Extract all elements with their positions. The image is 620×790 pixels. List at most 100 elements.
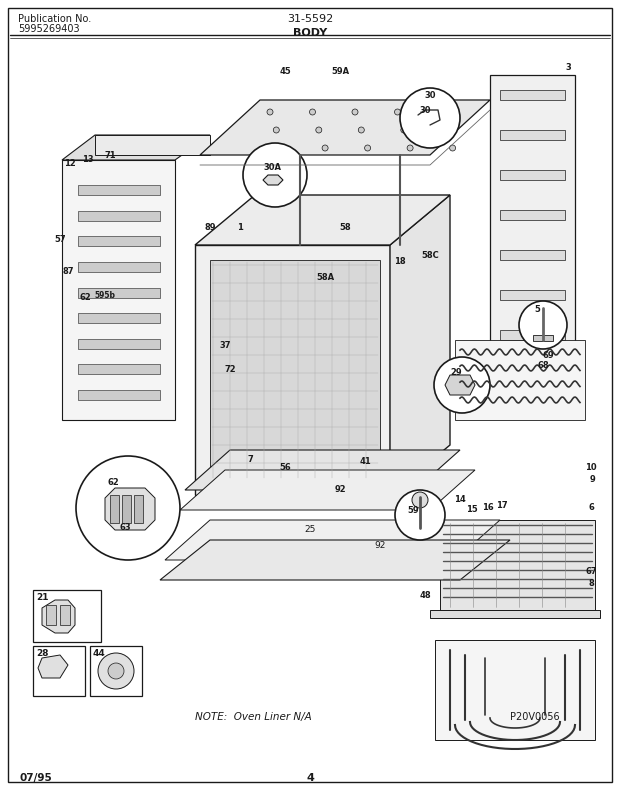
Polygon shape — [210, 260, 380, 480]
Circle shape — [108, 663, 124, 679]
Circle shape — [395, 490, 445, 540]
Bar — [500, 210, 565, 220]
Polygon shape — [180, 470, 475, 510]
Bar — [33, 590, 101, 642]
Polygon shape — [430, 610, 600, 618]
Circle shape — [519, 301, 567, 349]
Bar — [122, 495, 131, 523]
Text: 44: 44 — [93, 649, 106, 658]
Text: 62: 62 — [108, 478, 120, 487]
Polygon shape — [490, 75, 575, 390]
Polygon shape — [455, 340, 585, 420]
Text: 16: 16 — [482, 502, 494, 511]
Polygon shape — [78, 185, 160, 195]
Text: 63: 63 — [119, 523, 131, 532]
Circle shape — [273, 127, 279, 133]
Text: 87: 87 — [62, 268, 74, 276]
Text: 30A: 30A — [263, 163, 281, 172]
Text: 17: 17 — [496, 501, 508, 510]
Polygon shape — [78, 211, 160, 220]
Text: 12: 12 — [64, 159, 76, 167]
Circle shape — [394, 109, 401, 115]
Polygon shape — [95, 135, 210, 155]
Polygon shape — [78, 236, 160, 246]
Circle shape — [98, 653, 134, 689]
Polygon shape — [78, 364, 160, 374]
Polygon shape — [440, 520, 595, 610]
Bar — [134, 495, 143, 523]
Circle shape — [437, 109, 443, 115]
Text: 58C: 58C — [421, 251, 439, 261]
Circle shape — [407, 145, 413, 151]
Text: 92: 92 — [334, 486, 346, 495]
Text: 72: 72 — [224, 366, 236, 374]
Polygon shape — [160, 540, 510, 580]
Circle shape — [400, 88, 460, 148]
Text: 92: 92 — [374, 540, 386, 550]
Text: 1: 1 — [237, 224, 243, 232]
Circle shape — [243, 143, 307, 207]
Text: 6: 6 — [588, 502, 594, 511]
Text: NOTE:  Oven Liner N/A: NOTE: Oven Liner N/A — [195, 712, 312, 722]
Bar — [500, 330, 565, 340]
Text: Publication No.: Publication No. — [18, 14, 91, 24]
Text: 15: 15 — [466, 506, 478, 514]
Circle shape — [267, 109, 273, 115]
Circle shape — [365, 145, 371, 151]
Text: 67: 67 — [585, 567, 597, 577]
Circle shape — [358, 127, 365, 133]
Text: 30: 30 — [424, 91, 436, 100]
Polygon shape — [195, 245, 390, 495]
Polygon shape — [165, 520, 500, 560]
Text: 59A: 59A — [331, 67, 349, 77]
Circle shape — [434, 357, 490, 413]
Text: 5995269403: 5995269403 — [18, 24, 79, 34]
Polygon shape — [42, 600, 75, 633]
Text: 3: 3 — [565, 63, 571, 73]
Text: 07/95: 07/95 — [20, 773, 53, 783]
Polygon shape — [62, 160, 175, 420]
Text: 62: 62 — [79, 294, 91, 303]
Circle shape — [76, 456, 180, 560]
Polygon shape — [78, 339, 160, 348]
Bar — [90, 646, 142, 696]
Polygon shape — [105, 488, 155, 530]
Text: 31-5592: 31-5592 — [287, 14, 333, 24]
Polygon shape — [195, 195, 450, 245]
Text: 30: 30 — [419, 106, 431, 115]
Text: 28: 28 — [36, 649, 48, 658]
Text: 13: 13 — [82, 156, 94, 164]
Polygon shape — [38, 655, 68, 678]
Bar — [33, 646, 85, 696]
Text: BODY: BODY — [293, 28, 327, 38]
Text: 18: 18 — [394, 258, 406, 266]
Polygon shape — [78, 313, 160, 323]
Bar — [500, 90, 565, 100]
Polygon shape — [78, 288, 160, 298]
Text: 25: 25 — [304, 525, 316, 535]
Text: 41: 41 — [359, 457, 371, 467]
Polygon shape — [62, 135, 210, 160]
Polygon shape — [78, 261, 160, 272]
Text: 58A: 58A — [316, 273, 334, 283]
Circle shape — [412, 492, 428, 508]
Bar — [500, 130, 565, 140]
Bar — [60, 605, 70, 625]
Circle shape — [280, 145, 286, 151]
Bar — [500, 250, 565, 260]
Text: 68: 68 — [537, 360, 549, 370]
Text: 8: 8 — [588, 578, 594, 588]
Circle shape — [443, 127, 449, 133]
Circle shape — [309, 109, 316, 115]
Bar — [46, 605, 56, 625]
Text: 59: 59 — [407, 506, 419, 515]
Text: 69: 69 — [542, 351, 554, 359]
Text: 71: 71 — [104, 151, 116, 160]
Text: 48: 48 — [419, 590, 431, 600]
Text: 57: 57 — [54, 235, 66, 244]
Polygon shape — [390, 195, 450, 495]
Polygon shape — [435, 640, 595, 740]
Text: P20V0056: P20V0056 — [510, 712, 560, 722]
Bar — [500, 290, 565, 300]
Text: 29: 29 — [450, 368, 462, 377]
